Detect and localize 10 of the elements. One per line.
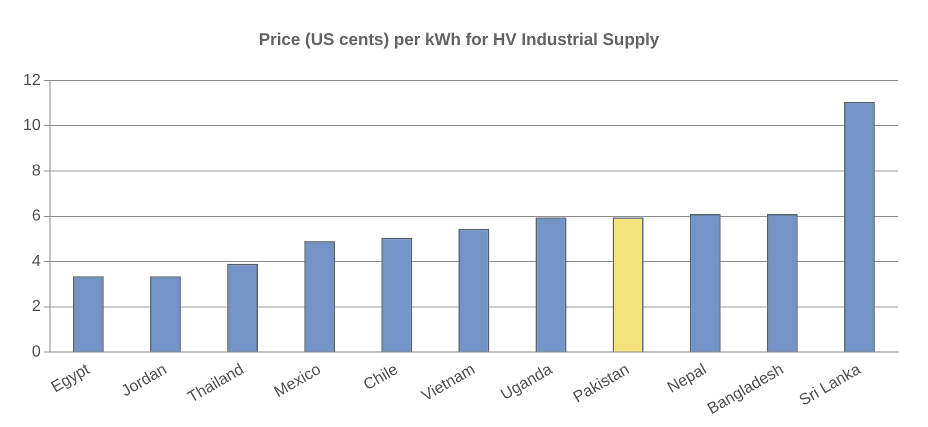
y-tick-label: 4 [32,252,41,270]
x-tick-label: Chile [360,360,402,394]
y-tick-label: 2 [32,298,41,316]
y-tick-label: 0 [32,344,41,361]
y-tick-label: 6 [32,208,41,225]
x-tick-label: Sri Lanka [796,360,864,410]
chart-title: Price (US cents) per kWh for HV Industrial Supply [258,30,660,49]
y-tick-label: 8 [32,162,41,180]
y-tick-label: 12 [23,72,41,89]
y-tick-label: 10 [23,117,41,134]
